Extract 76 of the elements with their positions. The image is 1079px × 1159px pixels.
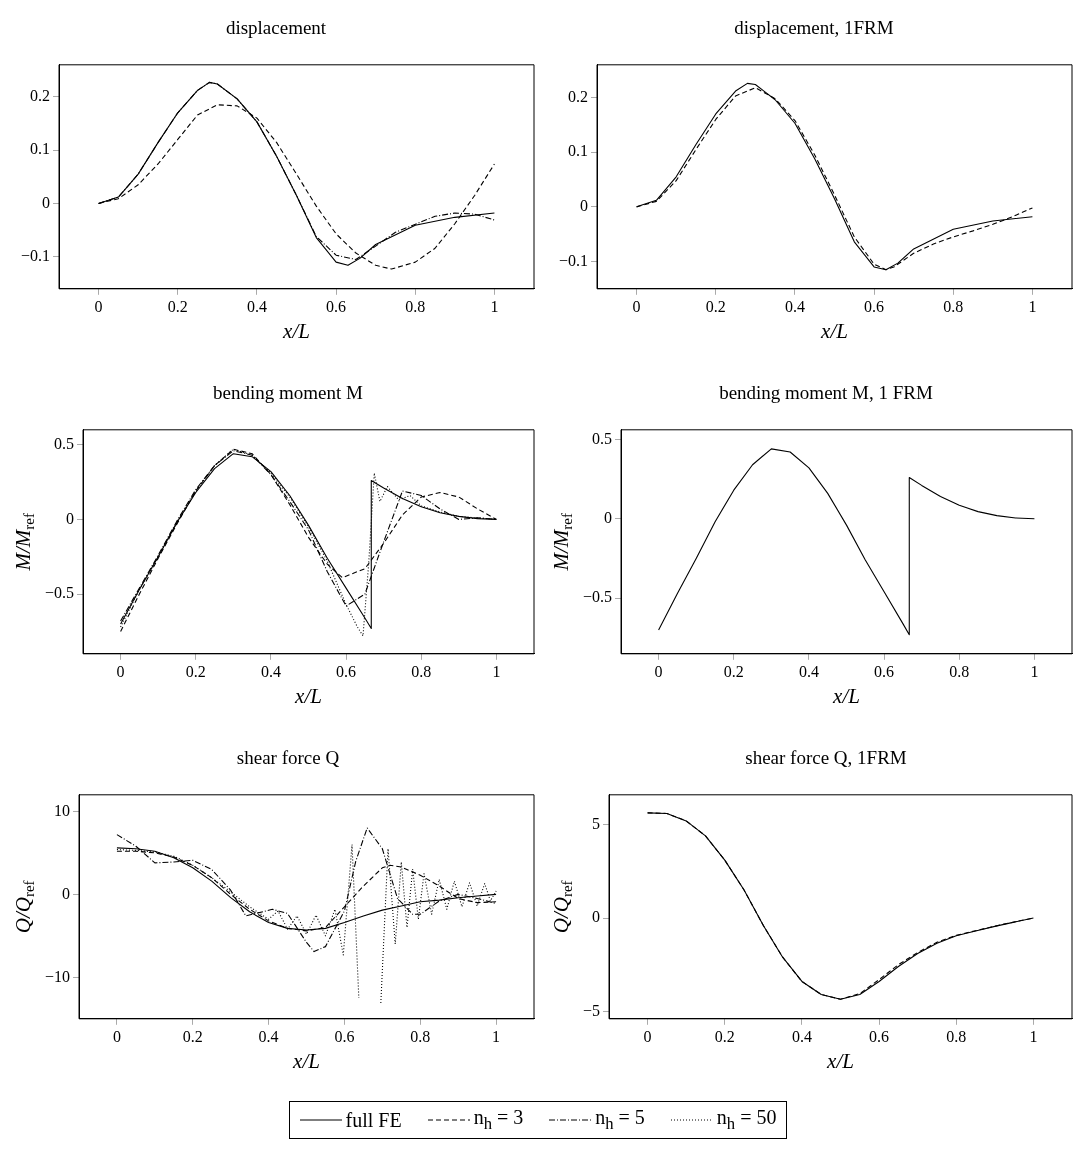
x-tick-label: 0.6 xyxy=(869,1027,890,1045)
x-tick-label: 0.8 xyxy=(411,662,432,680)
x-tick-label: 1 xyxy=(1029,1027,1038,1045)
y-tick-label: 0.1 xyxy=(30,140,51,158)
x-tick-label: 0.8 xyxy=(405,297,426,315)
y-tick-label: −10 xyxy=(44,967,71,985)
chart-title: displacement xyxy=(225,17,327,39)
x-axis-title: x/L xyxy=(826,1049,854,1074)
x-tick-label: 0.6 xyxy=(326,297,347,315)
x-tick-label: 0.8 xyxy=(410,1027,431,1045)
y-axis-title: Q/Qref xyxy=(10,880,38,934)
chart-title: shear force Q xyxy=(236,747,340,769)
legend-label: full FE xyxy=(345,1108,402,1132)
x-tick-label: 0.4 xyxy=(260,662,281,680)
legend-label: n$_{h}$ = 5 xyxy=(595,1106,645,1134)
x-axis-title: x/L xyxy=(820,319,848,344)
x-tick-label: 0.2 xyxy=(167,297,188,315)
y-tick-label: 0 xyxy=(42,193,51,211)
x-tick-label: 0.2 xyxy=(714,1027,735,1045)
legend-label: n$_{h}$ = 50 xyxy=(716,1106,777,1134)
x-tick-label: 0.8 xyxy=(943,297,964,315)
y-axis-title: M/Mref xyxy=(10,513,38,572)
x-axis-title: x/L xyxy=(292,1049,320,1074)
y-tick-label: 0 xyxy=(580,197,589,215)
x-tick-label: 0.2 xyxy=(185,662,206,680)
x-tick-label: 0.6 xyxy=(874,662,895,680)
x-tick-label: 1 xyxy=(490,297,499,315)
y-tick-label: 0.1 xyxy=(568,142,589,160)
y-tick-label: −0.1 xyxy=(20,247,51,264)
x-tick-label: 0.2 xyxy=(705,297,726,315)
x-tick-label: 0.8 xyxy=(946,1027,967,1045)
x-tick-label: 1 xyxy=(492,662,501,680)
x-tick-label: 0.4 xyxy=(246,297,267,315)
legend-label: n$_{h}$ = 3 xyxy=(473,1106,524,1134)
x-tick-label: 0 xyxy=(632,297,641,315)
y-tick-label: −0.5 xyxy=(582,588,613,606)
x-tick-label: 0 xyxy=(94,297,103,315)
x-tick-label: 0 xyxy=(654,662,663,680)
x-tick-label: 1 xyxy=(1030,662,1039,680)
y-tick-label: −0.1 xyxy=(558,251,589,269)
chart-title: bending moment M xyxy=(213,382,364,404)
x-tick-label: 0.6 xyxy=(864,297,885,315)
x-tick-label: 0.2 xyxy=(182,1027,203,1045)
chart-title: shear force Q, 1FRM xyxy=(745,747,907,769)
x-tick-label: 0.4 xyxy=(258,1027,279,1045)
y-tick-label: 5 xyxy=(592,814,601,832)
x-axis-title: x/L xyxy=(282,319,310,344)
y-tick-label: 10 xyxy=(54,801,71,819)
x-axis-title: x/L xyxy=(294,684,322,709)
y-tick-label: −5 xyxy=(582,1001,601,1019)
y-tick-label: 0.2 xyxy=(568,87,589,105)
x-tick-label: 0 xyxy=(116,662,125,680)
x-tick-label: 1 xyxy=(492,1027,501,1045)
y-axis-title: M/Mref xyxy=(548,513,576,572)
y-tick-label: −0.5 xyxy=(44,584,75,602)
y-tick-label: 0 xyxy=(604,508,613,526)
y-tick-label: 0 xyxy=(66,509,75,527)
x-tick-label: 0.8 xyxy=(949,662,970,680)
x-tick-label: 0 xyxy=(112,1027,121,1045)
y-axis-title: Q/Qref xyxy=(548,880,576,934)
chart-title: displacement, 1FRM xyxy=(734,17,894,39)
x-tick-label: 0.6 xyxy=(334,1027,355,1045)
x-tick-label: 1 xyxy=(1028,297,1037,315)
x-tick-label: 0.4 xyxy=(784,297,805,315)
y-tick-label: 0.5 xyxy=(54,434,75,452)
y-tick-label: 0 xyxy=(62,884,71,902)
x-tick-label: 0 xyxy=(643,1027,652,1045)
chart-title: bending moment M, 1 FRM xyxy=(719,382,933,404)
x-axis-title: x/L xyxy=(832,684,860,709)
x-tick-label: 0.4 xyxy=(798,662,819,680)
x-tick-label: 0.2 xyxy=(723,662,744,680)
y-tick-label: 0.2 xyxy=(30,87,51,104)
y-tick-label: 0.5 xyxy=(592,429,613,447)
y-tick-label: 0 xyxy=(592,908,601,926)
x-tick-label: 0.6 xyxy=(336,662,357,680)
x-tick-label: 0.4 xyxy=(791,1027,812,1045)
